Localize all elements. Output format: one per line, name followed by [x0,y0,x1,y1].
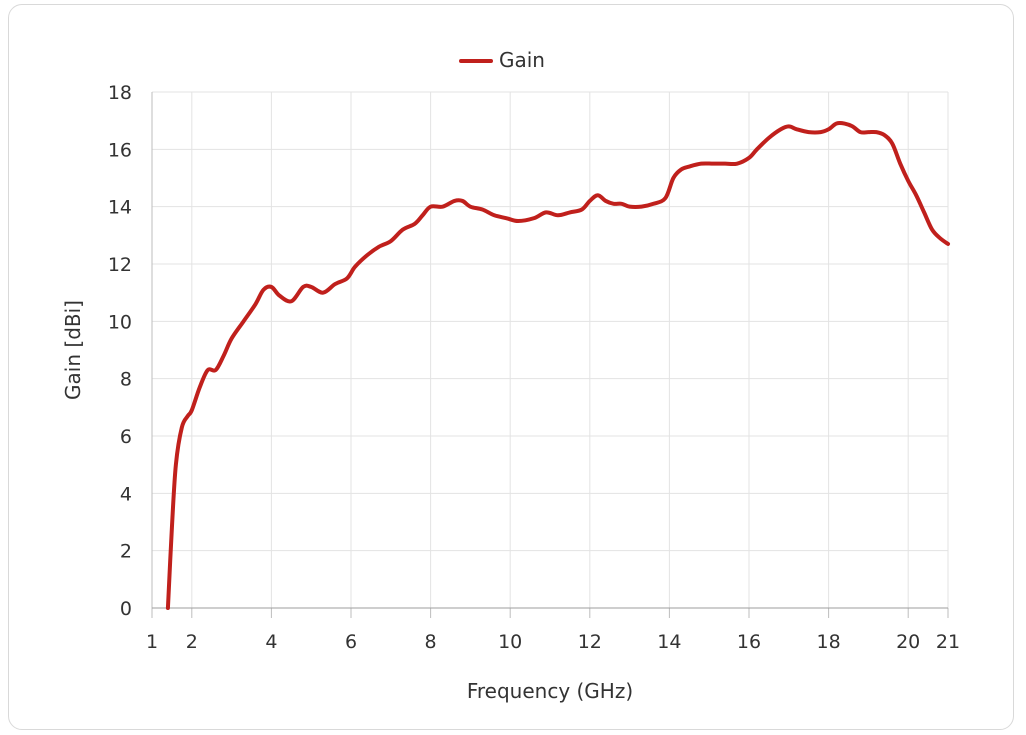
y-tick-label: 18 [108,82,132,104]
legend-label: Gain [499,48,545,72]
x-tick-label: 16 [737,631,761,653]
y-tick-label: 8 [120,369,132,391]
x-tick-label: 14 [657,631,681,653]
x-tick-label: 1 [146,631,158,653]
y-tick-label: 12 [108,254,132,276]
x-axis-title: Frequency (GHz) [467,679,633,703]
series-layer [165,120,950,610]
x-tick-label: 10 [498,631,522,653]
x-tick-label: 2 [186,631,198,653]
axes [151,92,949,618]
y-tick-label: 2 [120,541,132,563]
x-tick-label: 21 [936,631,960,653]
y-tick-label: 14 [108,197,132,219]
x-tick-label: 20 [896,631,920,653]
grid-lines [152,91,949,608]
y-tick-label: 4 [120,483,132,505]
x-tick-label: 18 [817,631,841,653]
y-tick-label: 6 [120,426,132,448]
y-tick-label: 0 [120,598,132,620]
gain-series-line [165,120,950,610]
y-tick-label: 16 [108,139,132,161]
x-tick-label: 6 [345,631,357,653]
x-tick-label: 12 [578,631,602,653]
y-tick-label: 10 [108,311,132,333]
y-axis-title: Gain [dBi] [61,300,85,400]
x-tick-label: 4 [265,631,277,653]
legend[interactable]: Gain [459,48,545,72]
x-tick-label: 8 [425,631,437,653]
